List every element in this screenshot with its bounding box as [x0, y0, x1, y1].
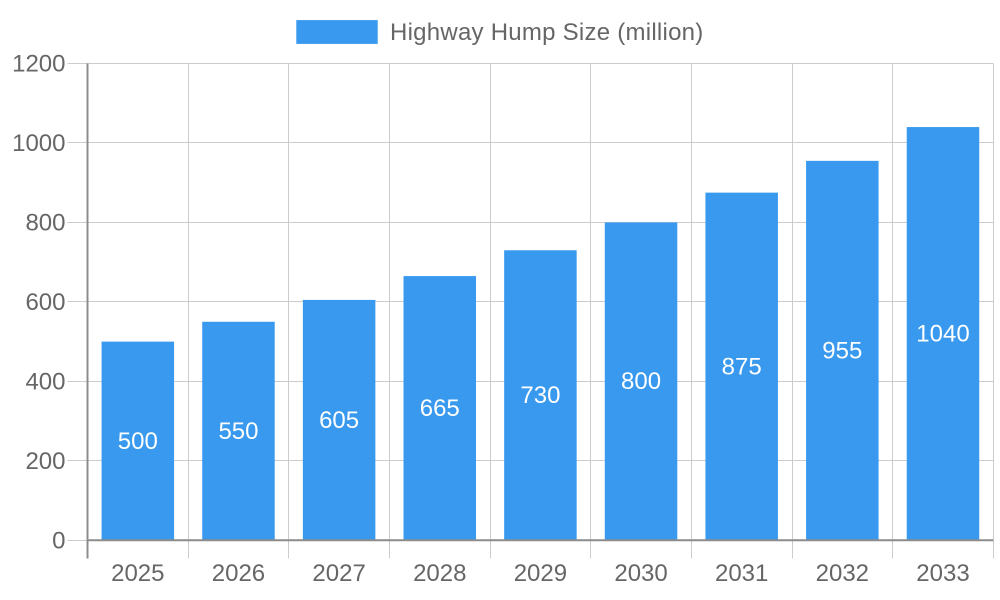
- svg-text:2030: 2030: [614, 560, 667, 587]
- svg-text:400: 400: [25, 369, 65, 396]
- svg-text:2028: 2028: [413, 560, 466, 587]
- svg-text:800: 800: [621, 368, 661, 395]
- svg-text:2033: 2033: [916, 560, 969, 587]
- svg-text:665: 665: [420, 395, 460, 422]
- svg-text:2031: 2031: [715, 560, 768, 587]
- svg-text:0: 0: [52, 528, 65, 555]
- svg-text:605: 605: [319, 407, 359, 434]
- svg-text:730: 730: [520, 382, 560, 409]
- svg-text:2032: 2032: [816, 560, 869, 587]
- svg-text:2026: 2026: [212, 560, 265, 587]
- svg-text:2029: 2029: [514, 560, 567, 587]
- svg-text:1040: 1040: [916, 320, 969, 347]
- svg-text:550: 550: [218, 418, 258, 445]
- svg-text:875: 875: [722, 353, 762, 380]
- svg-text:1200: 1200: [12, 51, 65, 78]
- svg-text:955: 955: [822, 337, 862, 364]
- svg-text:1000: 1000: [12, 130, 65, 157]
- svg-text:2027: 2027: [312, 560, 365, 587]
- svg-text:800: 800: [25, 210, 65, 237]
- svg-text:600: 600: [25, 289, 65, 316]
- svg-text:2025: 2025: [111, 560, 164, 587]
- svg-text:500: 500: [118, 428, 158, 455]
- svg-text:Highway Hump Size (million): Highway Hump Size (million): [390, 19, 704, 46]
- svg-text:200: 200: [25, 448, 65, 475]
